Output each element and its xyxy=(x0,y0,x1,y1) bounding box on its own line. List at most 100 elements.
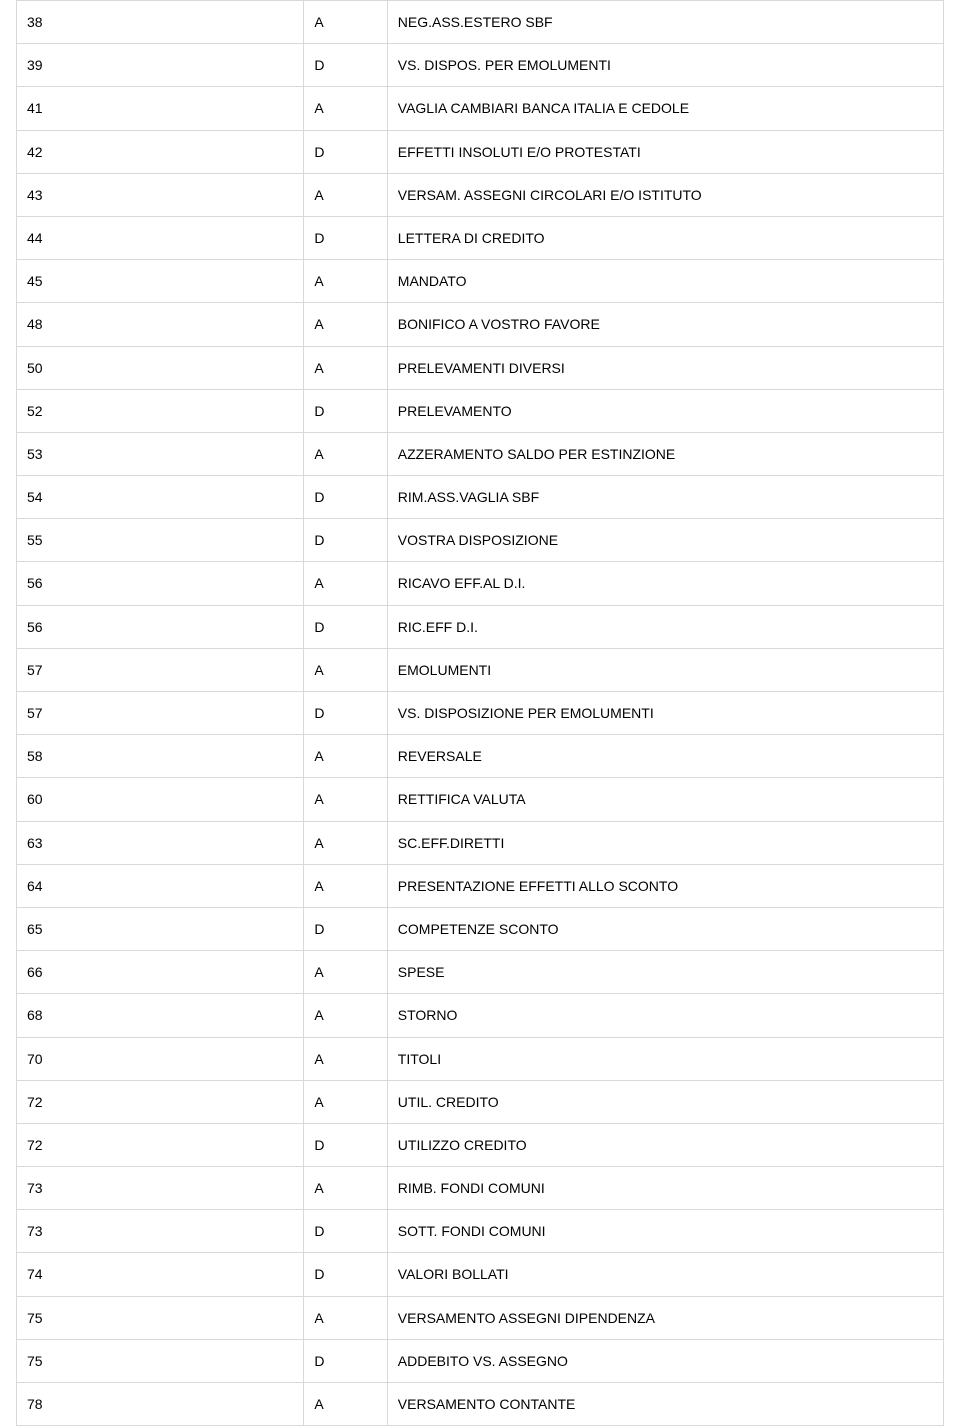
code-cell: 78 xyxy=(17,1383,304,1426)
description-cell: SC.EFF.DIRETTI xyxy=(387,821,943,864)
table-row: 38ANEG.ASS.ESTERO SBF xyxy=(17,1,944,44)
type-cell: D xyxy=(304,1210,387,1253)
description-cell: RIM.ASS.VAGLIA SBF xyxy=(387,476,943,519)
code-cell: 74 xyxy=(17,1253,304,1296)
type-cell: A xyxy=(304,1,387,44)
type-cell: A xyxy=(304,1383,387,1426)
description-cell: MANDATO xyxy=(387,260,943,303)
description-cell: BONIFICO A VOSTRO FAVORE xyxy=(387,303,943,346)
type-cell: A xyxy=(304,173,387,216)
code-cell: 64 xyxy=(17,864,304,907)
table-row: 56ARICAVO EFF.AL D.I. xyxy=(17,562,944,605)
description-cell: RIC.EFF D.I. xyxy=(387,605,943,648)
description-cell: EFFETTI INSOLUTI E/O PROTESTATI xyxy=(387,130,943,173)
type-cell: A xyxy=(304,648,387,691)
description-cell: AZZERAMENTO SALDO PER ESTINZIONE xyxy=(387,432,943,475)
table-row: 50APRELEVAMENTI DIVERSI xyxy=(17,346,944,389)
code-cell: 66 xyxy=(17,951,304,994)
table-row: 52DPRELEVAMENTO xyxy=(17,389,944,432)
code-cell: 52 xyxy=(17,389,304,432)
code-cell: 54 xyxy=(17,476,304,519)
type-cell: D xyxy=(304,44,387,87)
code-cell: 42 xyxy=(17,130,304,173)
type-cell: D xyxy=(304,907,387,950)
description-cell: VALORI BOLLATI xyxy=(387,1253,943,1296)
table-row: 48ABONIFICO A VOSTRO FAVORE xyxy=(17,303,944,346)
table-row: 39DVS. DISPOS. PER EMOLUMENTI xyxy=(17,44,944,87)
table-row: 53AAZZERAMENTO SALDO PER ESTINZIONE xyxy=(17,432,944,475)
type-cell: D xyxy=(304,692,387,735)
type-cell: A xyxy=(304,1296,387,1339)
description-cell: PRELEVAMENTI DIVERSI xyxy=(387,346,943,389)
table-row: 43AVERSAM. ASSEGNI CIRCOLARI E/O ISTITUT… xyxy=(17,173,944,216)
code-cell: 73 xyxy=(17,1167,304,1210)
table-row: 72AUTIL. CREDITO xyxy=(17,1080,944,1123)
type-cell: D xyxy=(304,1123,387,1166)
table-row: 44DLETTERA DI CREDITO xyxy=(17,216,944,259)
table-row: 45AMANDATO xyxy=(17,260,944,303)
description-cell: RETTIFICA VALUTA xyxy=(387,778,943,821)
code-cell: 58 xyxy=(17,735,304,778)
table-row: 65DCOMPETENZE SCONTO xyxy=(17,907,944,950)
table-row: 75DADDEBITO VS. ASSEGNO xyxy=(17,1339,944,1382)
description-cell: EMOLUMENTI xyxy=(387,648,943,691)
code-cell: 48 xyxy=(17,303,304,346)
code-cell: 72 xyxy=(17,1080,304,1123)
codes-table-body: 38ANEG.ASS.ESTERO SBF39DVS. DISPOS. PER … xyxy=(17,1,944,1426)
description-cell: VAGLIA CAMBIARI BANCA ITALIA E CEDOLE xyxy=(387,87,943,130)
description-cell: REVERSALE xyxy=(387,735,943,778)
table-row: 70ATITOLI xyxy=(17,1037,944,1080)
code-cell: 41 xyxy=(17,87,304,130)
description-cell: UTIL. CREDITO xyxy=(387,1080,943,1123)
description-cell: VS. DISPOSIZIONE PER EMOLUMENTI xyxy=(387,692,943,735)
code-cell: 53 xyxy=(17,432,304,475)
table-row: 75AVERSAMENTO ASSEGNI DIPENDENZA xyxy=(17,1296,944,1339)
table-row: 42DEFFETTI INSOLUTI E/O PROTESTATI xyxy=(17,130,944,173)
table-row: 56DRIC.EFF D.I. xyxy=(17,605,944,648)
code-cell: 70 xyxy=(17,1037,304,1080)
code-cell: 45 xyxy=(17,260,304,303)
description-cell: NEG.ASS.ESTERO SBF xyxy=(387,1,943,44)
type-cell: A xyxy=(304,562,387,605)
code-cell: 65 xyxy=(17,907,304,950)
table-row: 64APRESENTAZIONE EFFETTI ALLO SCONTO xyxy=(17,864,944,907)
table-row: 57DVS. DISPOSIZIONE PER EMOLUMENTI xyxy=(17,692,944,735)
type-cell: A xyxy=(304,735,387,778)
code-cell: 75 xyxy=(17,1296,304,1339)
description-cell: LETTERA DI CREDITO xyxy=(387,216,943,259)
description-cell: STORNO xyxy=(387,994,943,1037)
type-cell: D xyxy=(304,519,387,562)
type-cell: D xyxy=(304,605,387,648)
type-cell: A xyxy=(304,951,387,994)
type-cell: D xyxy=(304,1253,387,1296)
code-cell: 73 xyxy=(17,1210,304,1253)
description-cell: ADDEBITO VS. ASSEGNO xyxy=(387,1339,943,1382)
description-cell: UTILIZZO CREDITO xyxy=(387,1123,943,1166)
code-cell: 56 xyxy=(17,605,304,648)
description-cell: SPESE xyxy=(387,951,943,994)
table-row: 57AEMOLUMENTI xyxy=(17,648,944,691)
type-cell: A xyxy=(304,864,387,907)
table-row: 73ARIMB. FONDI COMUNI xyxy=(17,1167,944,1210)
table-row: 54DRIM.ASS.VAGLIA SBF xyxy=(17,476,944,519)
type-cell: A xyxy=(304,87,387,130)
codes-table: 38ANEG.ASS.ESTERO SBF39DVS. DISPOS. PER … xyxy=(16,0,944,1426)
table-row: 66ASPESE xyxy=(17,951,944,994)
type-cell: A xyxy=(304,432,387,475)
type-cell: D xyxy=(304,389,387,432)
table-row: 41AVAGLIA CAMBIARI BANCA ITALIA E CEDOLE xyxy=(17,87,944,130)
description-cell: PRELEVAMENTO xyxy=(387,389,943,432)
description-cell: TITOLI xyxy=(387,1037,943,1080)
code-cell: 75 xyxy=(17,1339,304,1382)
description-cell: RICAVO EFF.AL D.I. xyxy=(387,562,943,605)
code-cell: 68 xyxy=(17,994,304,1037)
type-cell: A xyxy=(304,778,387,821)
code-cell: 38 xyxy=(17,1,304,44)
table-row: 68ASTORNO xyxy=(17,994,944,1037)
type-cell: A xyxy=(304,994,387,1037)
table-row: 72DUTILIZZO CREDITO xyxy=(17,1123,944,1166)
type-cell: D xyxy=(304,476,387,519)
type-cell: D xyxy=(304,216,387,259)
type-cell: D xyxy=(304,1339,387,1382)
type-cell: A xyxy=(304,260,387,303)
